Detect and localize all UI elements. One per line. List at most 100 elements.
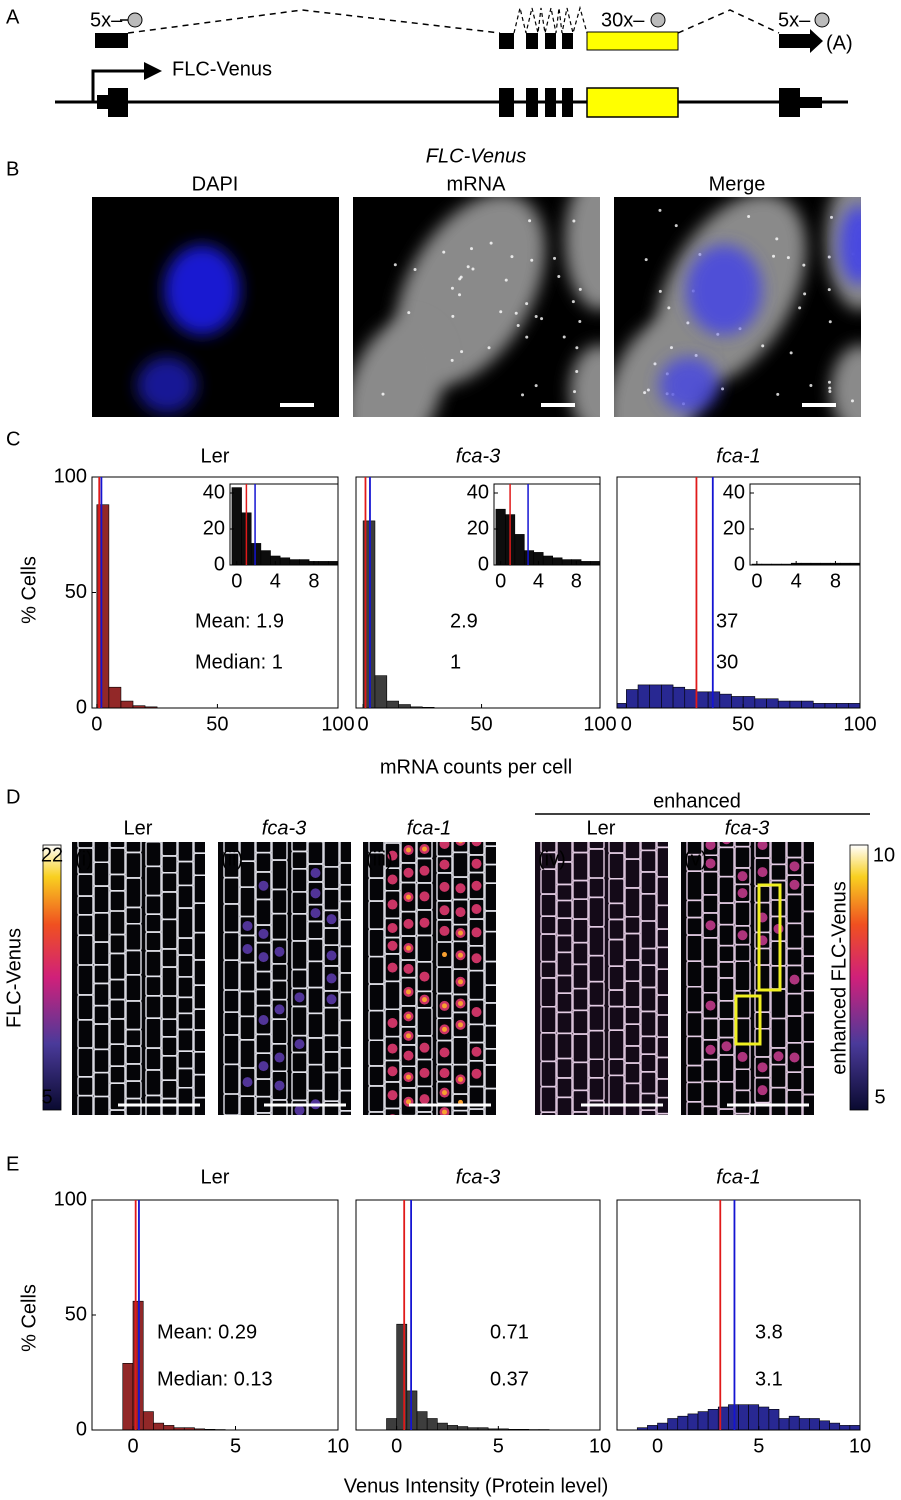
cell-wall	[77, 1094, 94, 1115]
nucleus-core	[442, 1026, 447, 1032]
nucleus	[326, 994, 337, 1005]
nucleus	[455, 842, 466, 846]
bar	[523, 550, 535, 565]
nucleus	[274, 1004, 285, 1015]
mrna-spot	[504, 278, 508, 282]
y-axis-label: % Cells	[18, 1284, 40, 1352]
stat-label: Median: 0.13	[157, 1368, 273, 1390]
mrna-spot	[534, 315, 538, 319]
colorbar-min: 5	[874, 1086, 885, 1108]
nucleus	[757, 842, 768, 851]
chart-title: Ler	[201, 1166, 230, 1188]
mrna-spot	[575, 369, 579, 373]
nucleus	[310, 908, 321, 919]
bar	[398, 704, 411, 708]
stat-label: 3.1	[755, 1368, 783, 1390]
nucleus	[419, 971, 430, 982]
nucleus	[387, 962, 398, 973]
bar	[738, 1404, 749, 1430]
nucleus	[757, 1062, 768, 1073]
bar	[120, 700, 134, 708]
cell-wall	[339, 1110, 351, 1115]
nucleus	[471, 1046, 482, 1057]
repeat-label: 30x–	[601, 9, 645, 31]
x-tick-label: 0	[751, 570, 762, 592]
exon	[97, 95, 109, 109]
mrna-spot	[658, 208, 662, 212]
mrna-spot	[489, 241, 493, 245]
mrna-spot	[827, 255, 831, 259]
mrna-spot	[540, 317, 544, 321]
mrna-spot	[827, 380, 831, 384]
highlight-box	[757, 883, 782, 992]
y-tick-label: 40	[467, 481, 489, 503]
mrna-spot	[499, 310, 503, 314]
inset-bg	[750, 484, 860, 565]
micrograph	[363, 842, 496, 1126]
cell-wall	[802, 1093, 814, 1115]
bars	[96, 504, 158, 708]
nucleus-core	[442, 952, 447, 958]
x-tick-label: 5	[493, 1435, 504, 1457]
image-tag: (ii)	[221, 848, 243, 870]
bars	[636, 1404, 860, 1430]
mrna-spot	[450, 358, 454, 362]
bar	[122, 1363, 134, 1430]
bar	[279, 557, 291, 565]
chart-title: fca-1	[716, 445, 760, 467]
splice-line	[127, 9, 501, 34]
stat-label: 37	[716, 610, 738, 632]
cell-wall	[718, 1108, 735, 1115]
bar	[386, 1418, 397, 1430]
nucleus	[326, 973, 337, 984]
promoter-arrowhead	[144, 62, 162, 80]
exon	[562, 33, 573, 49]
x-tick-label: 4	[791, 570, 802, 592]
panel-label: A	[6, 6, 20, 28]
colorbar	[42, 844, 62, 1111]
mrna-spot	[516, 323, 520, 327]
x-tick-label: 4	[533, 570, 544, 592]
probe	[814, 12, 830, 28]
nucleus	[403, 1050, 414, 1061]
mrna-spot	[557, 274, 561, 278]
axes-frame	[91, 476, 339, 709]
utr	[800, 97, 822, 108]
image-tag: (v)	[684, 848, 707, 870]
nucleus	[456, 1116, 466, 1126]
mrna-spot	[487, 346, 491, 350]
y-tick-label: 50	[65, 581, 87, 603]
cell-wall	[384, 1107, 401, 1115]
bar	[672, 686, 686, 708]
mrna-spot	[786, 256, 790, 260]
mrna-spot	[686, 321, 690, 325]
cell-wall	[177, 1086, 194, 1115]
nucleus-core	[406, 989, 411, 995]
image-tag: (i)	[75, 848, 93, 870]
bar	[590, 561, 600, 565]
nucleus	[773, 1051, 784, 1062]
nucleus	[439, 881, 450, 892]
mrna-spot	[470, 247, 474, 251]
nucleus	[439, 905, 450, 916]
splice-line	[513, 5, 588, 36]
nucleus-core	[406, 847, 411, 853]
y-tick-label: 0	[478, 553, 489, 575]
nucleus	[737, 871, 748, 882]
bar	[849, 1425, 860, 1430]
nucleus	[403, 918, 414, 929]
bar	[289, 559, 300, 565]
x-tick-label: 10	[589, 1435, 611, 1457]
nucleus	[659, 357, 719, 413]
axes-frame	[91, 1199, 339, 1431]
bar	[667, 1418, 679, 1430]
cell-wall	[572, 1111, 589, 1115]
nucleus	[137, 357, 197, 413]
highlight-box	[734, 994, 762, 1046]
mrna-spot	[809, 384, 813, 388]
cell-wall	[734, 1112, 751, 1115]
bar	[742, 696, 756, 708]
cell-wall	[93, 1095, 110, 1115]
cell-wall	[484, 1087, 496, 1115]
panel-label: B	[6, 158, 19, 180]
